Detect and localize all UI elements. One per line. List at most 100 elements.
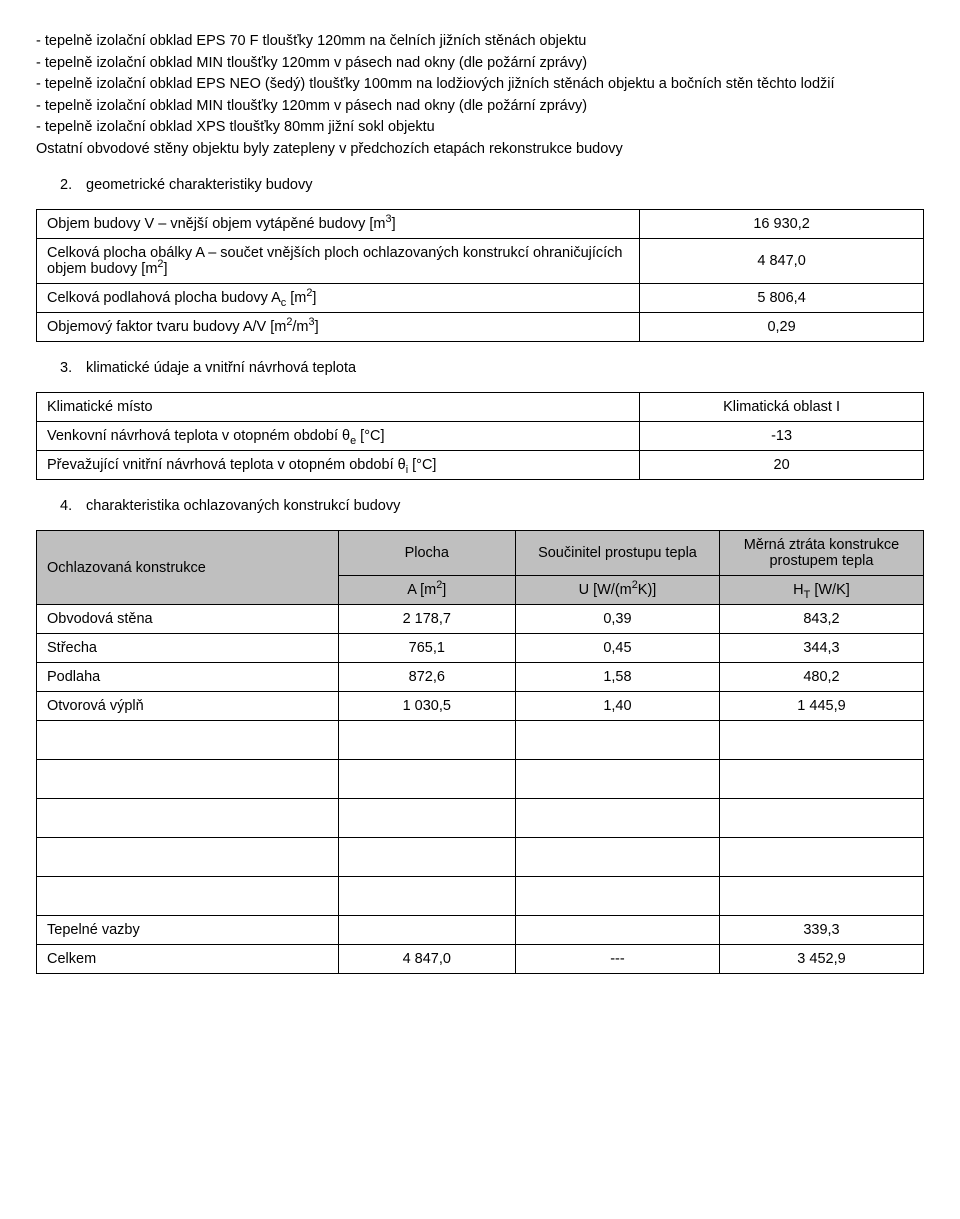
row-label: Objem budovy V – vnější objem vytápěné b… <box>37 210 640 239</box>
section-2-heading: 2. geometrické charakteristiky budovy <box>60 177 924 193</box>
intro-line: - tepelně izolační obklad MIN tloušťky 1… <box>36 54 924 74</box>
section-3-num: 3. <box>60 360 82 376</box>
row-value: 0,39 <box>515 605 719 634</box>
section-3-title: klimatické údaje a vnitřní návrhová tepl… <box>86 360 356 376</box>
table-row <box>37 838 924 877</box>
table4-header-loss-bot: HT [W/K] <box>719 576 923 605</box>
row-value: Klimatická oblast I <box>640 393 924 422</box>
table-row: Převažující vnitřní návrhová teplota v o… <box>37 451 924 480</box>
row-value <box>515 799 719 838</box>
row-label <box>37 760 339 799</box>
table4-header-area-top: Plocha <box>338 531 515 576</box>
row-value: 1,40 <box>515 692 719 721</box>
section-4-num: 4. <box>60 498 82 514</box>
section-4-heading: 4. charakteristika ochlazovaných konstru… <box>60 498 924 514</box>
row-value: 3 452,9 <box>719 945 923 974</box>
table-row <box>37 877 924 916</box>
row-label <box>37 799 339 838</box>
table-row: Celkem4 847,0---3 452,9 <box>37 945 924 974</box>
row-value <box>338 760 515 799</box>
table-row <box>37 760 924 799</box>
row-value: 4 847,0 <box>640 239 924 284</box>
table-constructions: Ochlazovaná konstrukce Plocha Součinitel… <box>36 530 924 974</box>
table4-header-coef-top: Součinitel prostupu tepla <box>515 531 719 576</box>
row-value: 1 030,5 <box>338 692 515 721</box>
row-value <box>719 838 923 877</box>
section-2-num: 2. <box>60 177 82 193</box>
row-value: 20 <box>640 451 924 480</box>
table4-header-construction: Ochlazovaná konstrukce <box>37 531 339 605</box>
row-value <box>719 877 923 916</box>
row-value <box>515 721 719 760</box>
row-value <box>338 721 515 760</box>
row-label: Tepelné vazby <box>37 916 339 945</box>
table-row: Objem budovy V – vnější objem vytápěné b… <box>37 210 924 239</box>
row-value <box>719 721 923 760</box>
table-row: Venkovní návrhová teplota v otopném obdo… <box>37 422 924 451</box>
table-row: Obvodová stěna2 178,70,39843,2 <box>37 605 924 634</box>
row-value <box>338 799 515 838</box>
row-value: 872,6 <box>338 663 515 692</box>
row-label: Venkovní návrhová teplota v otopném obdo… <box>37 422 640 451</box>
row-value: 4 847,0 <box>338 945 515 974</box>
row-value: 5 806,4 <box>640 284 924 313</box>
table4-header-area-bot: A [m2] <box>338 576 515 605</box>
row-label <box>37 877 339 916</box>
row-label: Podlaha <box>37 663 339 692</box>
row-value: 1,58 <box>515 663 719 692</box>
table-row: Celková plocha obálky A – součet vnějšíc… <box>37 239 924 284</box>
row-value: --- <box>515 945 719 974</box>
row-label: Obvodová stěna <box>37 605 339 634</box>
row-label: Objemový faktor tvaru budovy A/V [m2/m3] <box>37 313 640 342</box>
section-3-heading: 3. klimatické údaje a vnitřní návrhová t… <box>60 360 924 376</box>
table-row: Střecha765,10,45344,3 <box>37 634 924 663</box>
row-value <box>338 916 515 945</box>
row-label: Celkem <box>37 945 339 974</box>
row-value <box>719 799 923 838</box>
row-value: 0,45 <box>515 634 719 663</box>
row-label: Otvorová výplň <box>37 692 339 721</box>
table-climate: Klimatické místoKlimatická oblast IVenko… <box>36 392 924 480</box>
table4-header-coef-bot: U [W/(m2K)] <box>515 576 719 605</box>
row-value <box>515 916 719 945</box>
row-value <box>338 877 515 916</box>
table-row: Podlaha872,61,58480,2 <box>37 663 924 692</box>
table-geometry: Objem budovy V – vnější objem vytápěné b… <box>36 209 924 342</box>
row-value <box>515 760 719 799</box>
table-row: Celková podlahová plocha budovy Ac [m2]5… <box>37 284 924 313</box>
row-value: 0,29 <box>640 313 924 342</box>
section-4-title: charakteristika ochlazovaných konstrukcí… <box>86 498 400 514</box>
intro-line: - tepelně izolační obklad EPS NEO (šedý)… <box>36 75 924 95</box>
row-value: 344,3 <box>719 634 923 663</box>
row-value <box>515 877 719 916</box>
row-value: 2 178,7 <box>338 605 515 634</box>
row-value: 1 445,9 <box>719 692 923 721</box>
table-row: Tepelné vazby 339,3 <box>37 916 924 945</box>
row-label: Klimatické místo <box>37 393 640 422</box>
row-value: 339,3 <box>719 916 923 945</box>
table-row: Otvorová výplň1 030,51,401 445,9 <box>37 692 924 721</box>
row-value: 843,2 <box>719 605 923 634</box>
table-row <box>37 721 924 760</box>
row-value: 765,1 <box>338 634 515 663</box>
row-value: 16 930,2 <box>640 210 924 239</box>
row-label <box>37 721 339 760</box>
row-value <box>719 760 923 799</box>
row-value <box>338 838 515 877</box>
intro-line: - tepelně izolační obklad EPS 70 F tlouš… <box>36 32 924 52</box>
row-label: Převažující vnitřní návrhová teplota v o… <box>37 451 640 480</box>
row-label: Celková podlahová plocha budovy Ac [m2] <box>37 284 640 313</box>
section-2-title: geometrické charakteristiky budovy <box>86 177 312 193</box>
table-row: Objemový faktor tvaru budovy A/V [m2/m3]… <box>37 313 924 342</box>
table-row: Klimatické místoKlimatická oblast I <box>37 393 924 422</box>
table4-header-loss-top: Měrná ztráta konstrukce prostupem tepla <box>719 531 923 576</box>
table-row <box>37 799 924 838</box>
row-value: 480,2 <box>719 663 923 692</box>
intro-line: Ostatní obvodové stěny objektu byly zate… <box>36 140 924 160</box>
row-label: Střecha <box>37 634 339 663</box>
intro-line: - tepelně izolační obklad XPS tloušťky 8… <box>36 118 924 138</box>
row-value: -13 <box>640 422 924 451</box>
row-value <box>515 838 719 877</box>
row-label: Celková plocha obálky A – součet vnějšíc… <box>37 239 640 284</box>
intro-line: - tepelně izolační obklad MIN tloušťky 1… <box>36 97 924 117</box>
